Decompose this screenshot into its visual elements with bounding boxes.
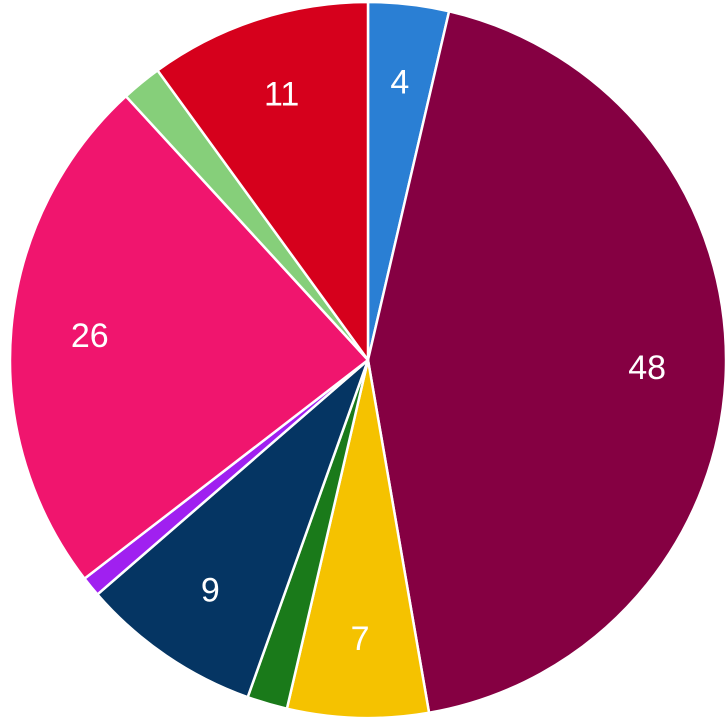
pie-slice-label-8: 11 xyxy=(264,75,299,113)
pie-slice-6[interactable] xyxy=(8,95,370,580)
pie-slice-label-1: 48 xyxy=(628,349,666,387)
pie-slice-8[interactable] xyxy=(156,0,370,362)
pie-slice-label-6: 26 xyxy=(71,317,109,355)
pie-slice-label-4: 9 xyxy=(201,572,220,610)
pie-slices xyxy=(8,0,727,718)
pie-slice-label-2: 7 xyxy=(351,620,370,658)
pie-labels: 4 48 7 9 26 11 xyxy=(71,64,666,659)
pie-slice-label-0: 4 xyxy=(390,64,409,102)
pie-slice-4[interactable] xyxy=(96,358,370,699)
pie-slice-1[interactable] xyxy=(366,10,727,715)
